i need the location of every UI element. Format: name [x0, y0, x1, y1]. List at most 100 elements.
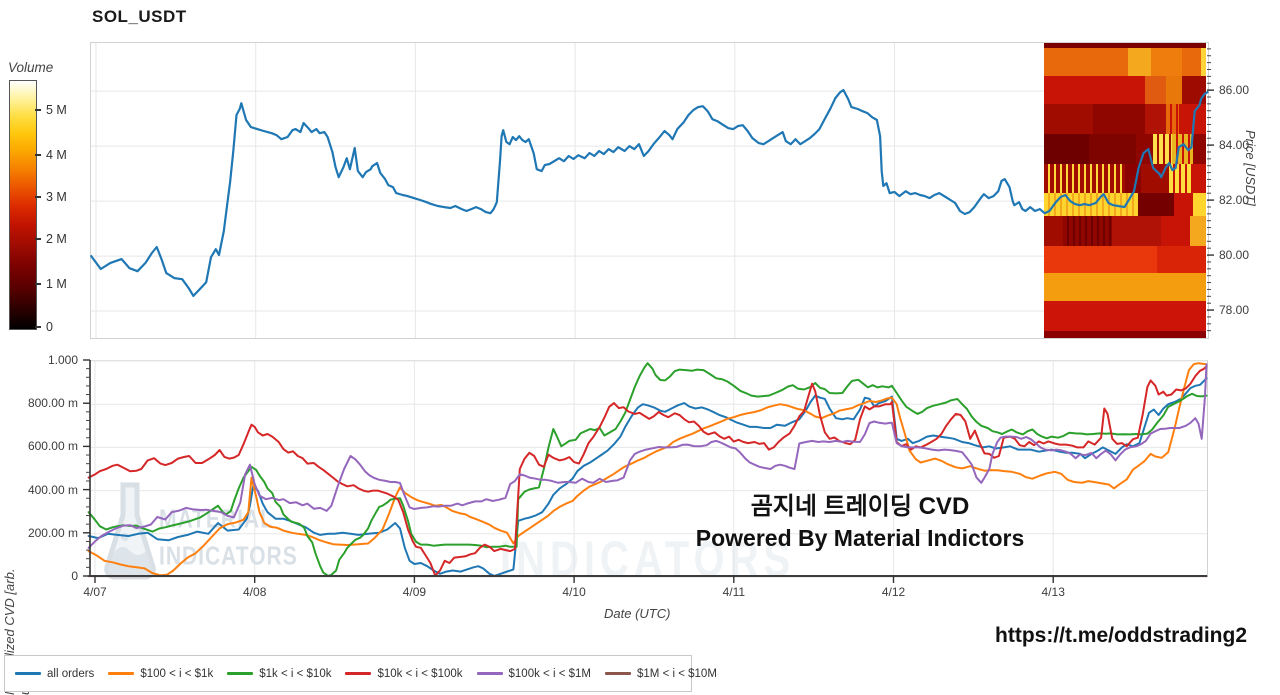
cvd-tick-label: 0	[71, 569, 78, 583]
watermark-ghost: INDICATORS	[500, 532, 796, 587]
caption-overlay: 곰지네 트레이딩 CVD Powered By Material Indicto…	[610, 491, 1110, 553]
heatmap-row	[1043, 216, 1207, 247]
legend-swatch	[476, 672, 503, 675]
colorbar-tick	[35, 109, 41, 111]
heatmap-cell	[1043, 301, 1207, 332]
colorbar-tick	[35, 283, 41, 285]
heatmap-cell	[1043, 104, 1093, 134]
heatmap-row	[1043, 246, 1207, 274]
heatmap-cell	[1043, 216, 1064, 247]
heatmap-cell	[1043, 75, 1145, 105]
cvd-line--100k-i-1m	[87, 363, 1208, 549]
cvd-tick-label: 600.00 m	[27, 439, 78, 454]
heatmap-cell	[1138, 193, 1174, 217]
colorbar-tick	[35, 154, 41, 156]
legend-label: $100 < i < $1k	[140, 667, 214, 680]
date-tick-label: 4/11	[722, 585, 746, 599]
colorbar-tick-label: 3 M	[46, 190, 67, 205]
heatmap-cell	[1063, 216, 1113, 247]
caption-powered-by: Powered By Material Indictors	[695, 525, 1025, 551]
price-chart-gridlines	[91, 43, 1208, 338]
legend-box: all orders $100 < i < $1k $1k < i < $10k $1…	[4, 655, 717, 692]
heatmap-cell	[1043, 163, 1126, 194]
legend-item--100k-i-1m[interactable]: $100k < i < $1M	[476, 667, 591, 680]
cvd-line--100-i-1k	[87, 362, 1208, 577]
legend-item--10k-i-100k[interactable]: $10k < i < $100k	[345, 667, 463, 680]
heatmap-row	[1043, 104, 1207, 134]
heatmap-cell	[1043, 134, 1090, 164]
legend-item-all-orders[interactable]: all orders	[15, 668, 94, 680]
cvd-tick-label: 800.00 m	[27, 396, 78, 411]
heatmap-cell	[1043, 48, 1129, 76]
legend-item--1k-i-10k[interactable]: $1k < i < $10k	[227, 668, 331, 680]
price-tick-label: 82.00	[1219, 193, 1250, 208]
heatmap-cell	[1092, 104, 1145, 134]
date-tick-label: 4/13	[1041, 585, 1065, 599]
heatmap-cell	[1043, 331, 1207, 338]
heatmap-row	[1043, 43, 1207, 49]
heatmap-row	[1043, 273, 1207, 302]
price-line	[90, 88, 1209, 297]
price-tick-label: 80.00	[1219, 248, 1250, 263]
legend-swatch	[345, 672, 372, 675]
legend-swatch	[108, 672, 135, 675]
colorbar-label: Volume	[8, 60, 54, 75]
legend-label: all orders	[47, 667, 95, 680]
heatmap-cell	[1144, 75, 1166, 105]
telegram-url[interactable]: https://t.me/oddstrading2	[995, 624, 1247, 647]
heatmap-row	[1043, 331, 1207, 338]
price-line-layer	[90, 88, 1209, 297]
price-chart-plot-area	[90, 42, 1209, 339]
legend-label: $1M < i < $10M	[637, 667, 717, 680]
watermark-material: MATERIAL	[159, 505, 274, 534]
heatmap-cell	[1144, 104, 1166, 134]
page-title: SOL_USDT	[92, 7, 187, 26]
date-axis-title: Date (UTC)	[604, 606, 671, 621]
colorbar-tick	[35, 326, 41, 328]
heatmap-row	[1043, 301, 1207, 332]
heatmap-cell	[1201, 48, 1207, 76]
volume-heatmap	[91, 43, 1208, 338]
cvd-line--1k-i-10k	[87, 362, 1208, 577]
date-tick-label: 4/07	[83, 585, 107, 599]
date-tick-label: 4/10	[562, 585, 586, 599]
cvd-line-all-orders	[87, 377, 1208, 577]
colorbar-tick-label: 1 M	[46, 277, 67, 292]
legend-label: $10k < i < $100k	[377, 667, 463, 680]
heatmap-cell	[1089, 134, 1137, 164]
colorbar-tick-label: 4 M	[46, 147, 67, 162]
legend-label: $1k < i < $10k	[259, 667, 332, 680]
heatmap-cell	[1189, 216, 1207, 247]
heatmap-cell	[1193, 163, 1207, 194]
colorbar-tick	[35, 238, 41, 240]
heatmap-cell	[1043, 246, 1158, 274]
cvd-tick-label: 400.00 m	[27, 482, 78, 497]
legend-swatch	[227, 672, 254, 675]
volume-colorbar	[9, 80, 37, 330]
heatmap-cell	[1193, 193, 1207, 217]
heatmap-cell	[1152, 134, 1173, 164]
cvd-tick-label: 200.00 m	[27, 525, 78, 540]
legend-item--100-i-1k[interactable]: $100 < i < $1k	[108, 668, 213, 680]
heatmap-cell	[1157, 246, 1207, 274]
heatmap-cell	[1173, 193, 1194, 217]
cvd-line--10k-i-100k	[87, 365, 1208, 577]
legend-item--1m-i-10m[interactable]: $1M < i < $10M	[605, 668, 717, 680]
colorbar-tick-label: 5 M	[46, 103, 67, 117]
heatmap-cell	[1128, 48, 1151, 76]
heatmap-cell	[1160, 216, 1190, 247]
heatmap-cell	[1181, 48, 1202, 76]
cvd-chart-plot-area: MATERIAL INDICATORS INDICATORS 곰지네 트레이딩 …	[87, 360, 1208, 587]
heatmap-cell	[1193, 134, 1207, 164]
colorbar-tick-label: 2 M	[46, 231, 67, 246]
legend-label: $100k < i < $1M	[508, 667, 591, 680]
price-tick-label: 78.00	[1219, 303, 1250, 318]
heatmap-cell	[1043, 273, 1207, 302]
heatmap-row	[1043, 75, 1207, 105]
price-tick-label: 86.00	[1219, 83, 1250, 98]
heatmap-cell	[1136, 134, 1153, 164]
heatmap-cell	[1165, 75, 1182, 105]
heatmap-cell	[1165, 104, 1179, 134]
legend-swatch	[605, 672, 631, 675]
cvd-tick-label: 1.000	[47, 353, 78, 367]
